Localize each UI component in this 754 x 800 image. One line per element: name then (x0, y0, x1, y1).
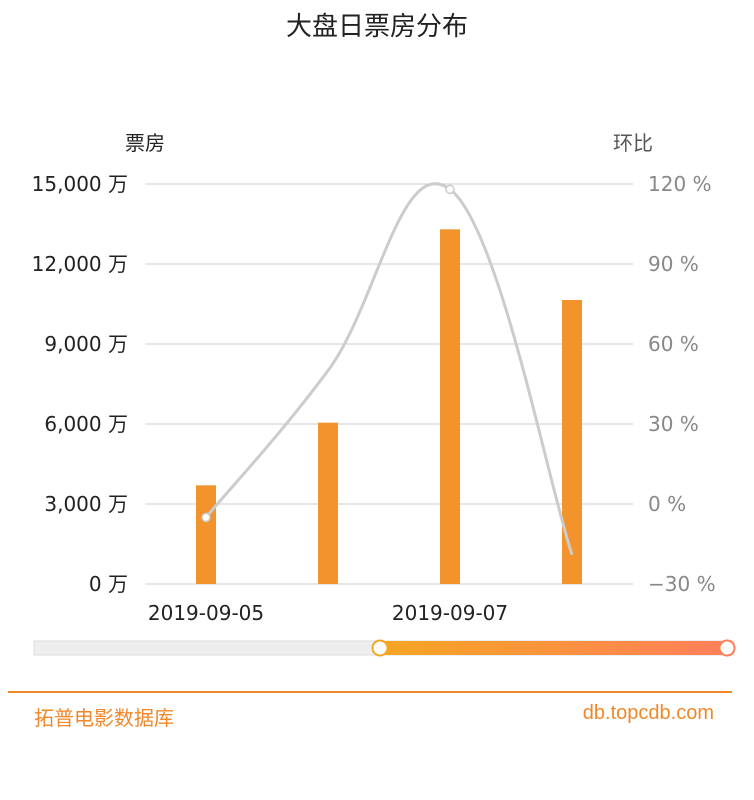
ratio-point-2019-09-07[interactable] (445, 184, 455, 195)
footer-url[interactable]: db.topcdb.com (582, 702, 714, 724)
y-right-tick-label: −30 % (648, 572, 716, 596)
data-zoom-slider[interactable] (33, 639, 736, 657)
y-left-tick-label: 15,000 万 (32, 172, 128, 196)
y-axis-right-ticks: 120 % 90 % 60 % 30 % 0 % −30 % (648, 172, 716, 596)
bar-2019-09-05[interactable] (196, 485, 216, 584)
y-right-tick-label: 30 % (648, 412, 699, 436)
chart-title: 大盘日票房分布 (286, 12, 468, 42)
bar-2019-09-08[interactable] (562, 300, 582, 584)
y-left-tick-label: 9,000 万 (44, 332, 128, 356)
bar-2019-09-06[interactable] (318, 422, 338, 584)
zoom-handle-end[interactable] (718, 639, 736, 657)
footer-divider (8, 691, 732, 693)
y-left-tick-label: 3,000 万 (44, 492, 128, 516)
y-left-tick-label: 6,000 万 (44, 412, 128, 436)
footer-brand[interactable]: 拓普电影数据库 (34, 706, 174, 730)
y-right-tick-label: 60 % (648, 332, 699, 356)
bar-series[interactable] (196, 229, 582, 585)
y-axis-left-name: 票房 (125, 131, 165, 155)
line-series[interactable] (201, 182, 574, 556)
y-axis-left-ticks: 15,000 万 12,000 万 9,000 万 6,000 万 3,000 万 0 万 (32, 172, 128, 596)
y-right-tick-label: 0 % (648, 492, 686, 516)
y-axis-right-name: 环比 (613, 131, 653, 155)
zoom-selection[interactable] (380, 641, 727, 655)
x-axis-ticks: 2019-09-05 2019-09-07 (148, 601, 508, 625)
y-right-tick-label: 90 % (648, 252, 699, 276)
bar-2019-09-07[interactable] (440, 229, 460, 585)
x-tick-label: 2019-09-05 (148, 601, 264, 625)
ratio-point-2019-09-05[interactable] (201, 512, 211, 523)
y-left-tick-label: 12,000 万 (32, 252, 128, 276)
ratio-line[interactable] (204, 182, 574, 556)
y-right-tick-label: 120 % (648, 172, 712, 196)
x-tick-label: 2019-09-07 (392, 601, 508, 625)
y-left-tick-label: 0 万 (89, 572, 128, 596)
grid-lines (145, 183, 633, 585)
zoom-handle-start[interactable] (371, 639, 389, 657)
chart: 大盘日票房分布 票房 环比 15,000 万 12,000 万 9,000 万 6,0… (32, 12, 736, 657)
